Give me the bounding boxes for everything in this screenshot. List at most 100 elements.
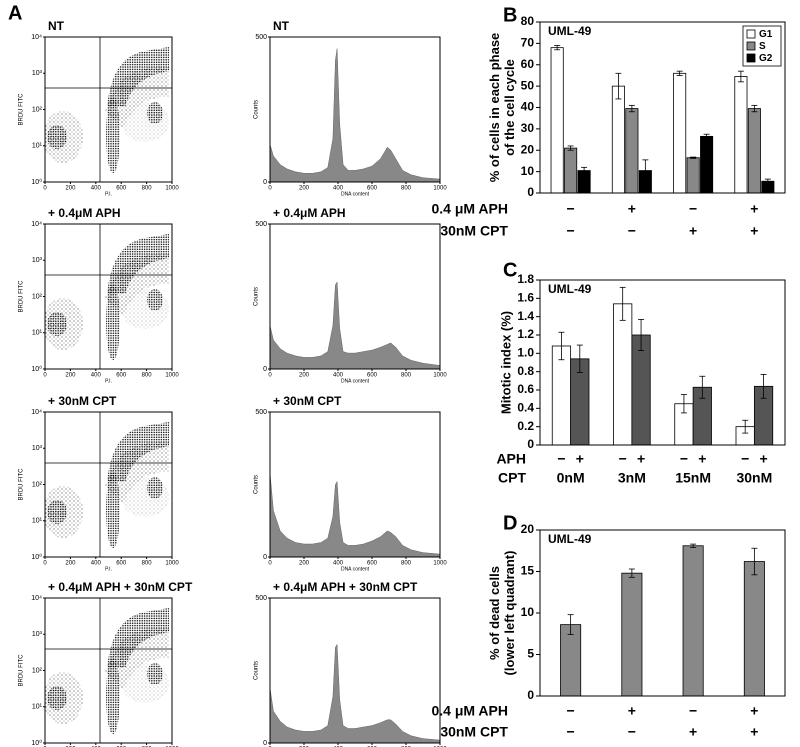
y-axis-label: Counts [254,661,260,680]
y-tick-label: 10¹ [32,330,43,337]
plot-title: + 0.4μM APH [48,206,121,220]
bar [625,108,639,194]
condition-label: 30nM CPT [440,223,508,239]
x-tick-label: 200 [299,561,310,567]
x-tick-label: 400 [333,186,344,192]
y-tick-label: 60 [521,57,535,71]
sign-label: − [557,451,565,467]
histogram-area [269,48,441,183]
y-tick-label: 10⁰ [31,178,42,186]
plot-title: + 30nM CPT [273,394,342,408]
panel-letter: B [503,4,517,26]
y-tick-label: 0.2 [517,419,534,433]
error-bar [558,331,565,361]
bar [613,303,633,446]
y-tick-label: 0 [263,179,267,186]
sign-label: − [689,201,697,217]
plot-title: NT [48,19,65,33]
error-bar [628,104,635,113]
y-tick-label: 0 [263,554,267,561]
y-tick-label: 20 [521,142,535,156]
bar [743,561,765,697]
legend-swatch [746,53,756,63]
plot-frame [539,279,786,446]
x-axis-label: P.I. [105,191,112,197]
bar [686,157,700,194]
y-tick-label: 10³ [32,257,43,264]
sign-label: + [628,703,636,719]
x-tick-label: 200 [65,186,76,192]
sign-label: + [759,451,767,467]
sign-label: − [567,703,575,719]
y-axis-label: of the cell cycle [502,59,517,156]
annotation: UML-49 [548,24,592,38]
error-bar [554,45,561,51]
x-tick-label: 1000 [433,373,447,379]
plot-title: + 0.4μM APH [273,206,346,220]
sign-label: − [567,223,575,239]
error-bar [567,145,574,151]
error-bar [567,614,574,635]
panel-letter: D [503,512,517,534]
error-bar [751,547,758,576]
sign-label: − [619,451,627,467]
bar [747,108,761,194]
x-axis-label: P.I. [105,378,112,384]
bar [673,72,687,194]
y-tick-label: 80 [521,14,535,28]
x-tick-label: 0 [43,186,47,192]
y-tick-label: 0.4 [517,401,534,415]
x-tick-label: 800 [142,561,153,567]
y-tick-label: 0 [527,688,534,702]
condition-label: 0.4 μM APH [431,201,508,217]
x-tick-label: 400 [91,373,102,379]
x-axis-label: DNA content [341,191,370,197]
sign-label: − [680,451,688,467]
y-tick-label: 10² [32,106,43,113]
plot-frame [269,597,441,744]
x-tick-label: 200 [65,561,76,567]
legend-swatch [746,41,756,51]
annotation: UML-49 [548,282,592,296]
dot-cloud [45,47,169,173]
row-label: APH [496,451,526,467]
error-bar [760,374,767,399]
y-tick-label: 70 [521,36,535,50]
bar [682,545,704,697]
sign-label: − [741,451,749,467]
bar [621,572,643,697]
panel-letter: C [503,259,517,281]
y-tick-label: 5 [527,647,534,661]
panel-letter: A [8,2,22,24]
error-bar [680,394,687,414]
error-bar [576,344,583,373]
error-bar [764,178,771,184]
y-axis-label: % of cells in each phase [487,33,502,183]
y-tick-label: 15 [521,564,535,578]
x-tick-label: 600 [367,561,378,567]
error-bar [676,70,683,76]
x-tick-label: 800 [401,561,412,567]
y-tick-label: 10⁰ [31,365,42,373]
y-tick-label: 10³ [32,445,43,452]
x-tick-label: 200 [299,373,310,379]
bar [611,85,625,194]
y-tick-label: 10⁴ [31,34,42,41]
y-tick-label: 500 [255,409,267,416]
y-axis-label: BRDU FITC [19,468,25,501]
plot-title: + 0.4μM APH + 30nM CPT [48,580,193,594]
y-tick-label: 0.8 [517,364,534,378]
bar [700,135,714,194]
bar [734,76,748,194]
x-tick-label: 200 [299,186,310,192]
y-tick-label: 10⁰ [31,553,42,561]
plot-title: + 30nM CPT [48,394,117,408]
x-tick-label: 200 [65,373,76,379]
y-tick-label: 10³ [32,631,43,638]
sign-label: + [576,451,584,467]
x-tick-label: 30nM [736,470,772,486]
bar [564,147,578,194]
x-tick-label: 600 [367,186,378,192]
y-axis-label: % of dead cells [487,566,502,660]
